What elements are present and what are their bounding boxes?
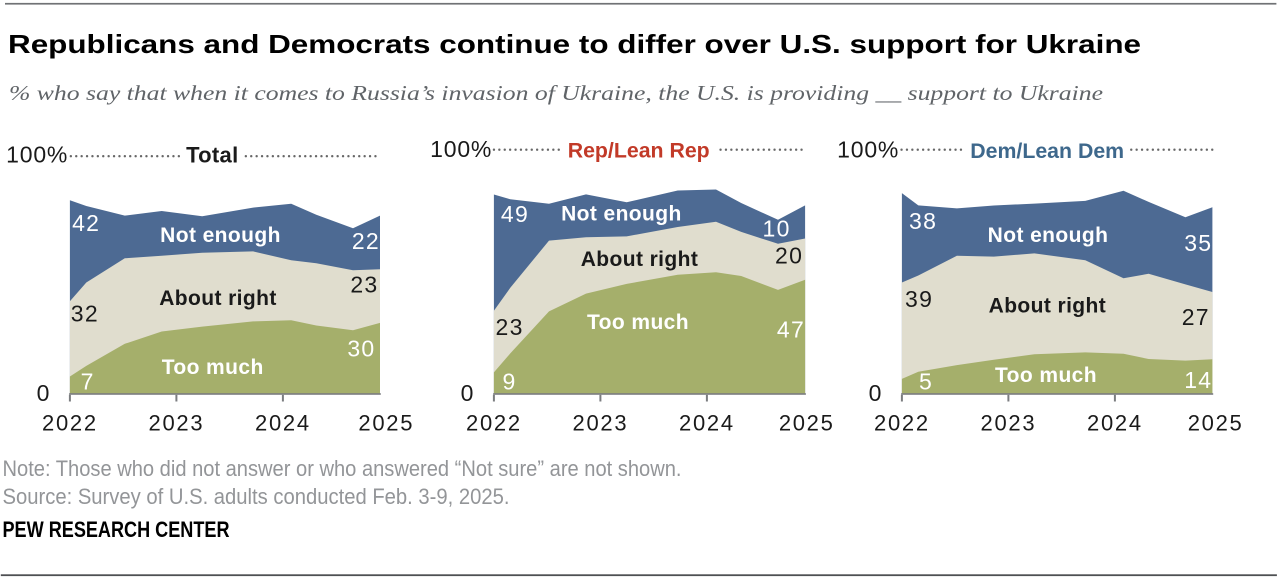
svg-text:10: 10 (763, 216, 791, 242)
svg-text:PEW RESEARCH CENTER: PEW RESEARCH CENTER (3, 517, 230, 542)
svg-text:Dem/Lean Dem: Dem/Lean Dem (970, 139, 1124, 163)
svg-text:0: 0 (869, 380, 882, 406)
svg-text:2023: 2023 (149, 411, 205, 436)
svg-text:Source: Survey of U.S. adults: Source: Survey of U.S. adults conducted … (3, 484, 510, 509)
svg-text:2022: 2022 (466, 411, 522, 436)
svg-text:100%: 100% (430, 136, 492, 162)
svg-text:32: 32 (71, 300, 99, 326)
svg-text:2025: 2025 (358, 411, 414, 436)
svg-text:23: 23 (350, 271, 378, 297)
svg-text:About right: About right (159, 287, 277, 310)
svg-text:Too much: Too much (162, 356, 264, 379)
svg-text:2025: 2025 (779, 411, 835, 436)
svg-text:27: 27 (1182, 304, 1210, 330)
svg-text:14: 14 (1184, 367, 1212, 393)
svg-text:47: 47 (777, 317, 805, 343)
svg-text:100%: 100% (6, 141, 68, 167)
svg-text:Not enough: Not enough (988, 224, 1109, 247)
svg-text:2025: 2025 (1188, 411, 1244, 436)
svg-text:Too much: Too much (995, 364, 1097, 387)
svg-text:0: 0 (37, 380, 50, 406)
svg-text:0: 0 (461, 380, 474, 406)
svg-text:9: 9 (503, 368, 517, 394)
svg-text:2022: 2022 (874, 411, 930, 436)
svg-text:49: 49 (501, 201, 529, 227)
svg-text:39: 39 (905, 286, 933, 312)
svg-text:2024: 2024 (255, 411, 311, 436)
svg-text:Not enough: Not enough (160, 224, 281, 247)
svg-text:Not enough: Not enough (561, 203, 682, 226)
svg-text:30: 30 (347, 336, 375, 362)
svg-text:7: 7 (81, 368, 95, 394)
svg-text:Total: Total (186, 142, 238, 167)
svg-text:23: 23 (496, 314, 524, 340)
svg-text:2024: 2024 (1087, 411, 1143, 436)
svg-text:2023: 2023 (981, 411, 1037, 436)
svg-text:About right: About right (581, 248, 699, 271)
svg-text:42: 42 (72, 210, 100, 236)
svg-text:Rep/Lean Rep: Rep/Lean Rep (568, 138, 710, 162)
svg-text:2023: 2023 (573, 411, 629, 436)
svg-text:2024: 2024 (679, 411, 735, 436)
svg-text:35: 35 (1184, 230, 1212, 256)
svg-text:100%: 100% (837, 136, 899, 162)
svg-text:2022: 2022 (42, 411, 98, 436)
svg-text:22: 22 (352, 228, 380, 254)
svg-text:Too much: Too much (587, 311, 689, 334)
svg-text:Note: Those who did not answer: Note: Those who did not answer or who an… (3, 456, 682, 481)
svg-text:20: 20 (775, 243, 803, 269)
svg-text:% who say that when it comes t: % who say that when it comes to Russia’s… (9, 81, 1104, 105)
svg-text:Republicans and Democrats cont: Republicans and Democrats continue to di… (8, 29, 1141, 59)
svg-text:About right: About right (989, 295, 1107, 318)
svg-text:5: 5 (919, 368, 933, 394)
svg-text:38: 38 (909, 208, 937, 234)
